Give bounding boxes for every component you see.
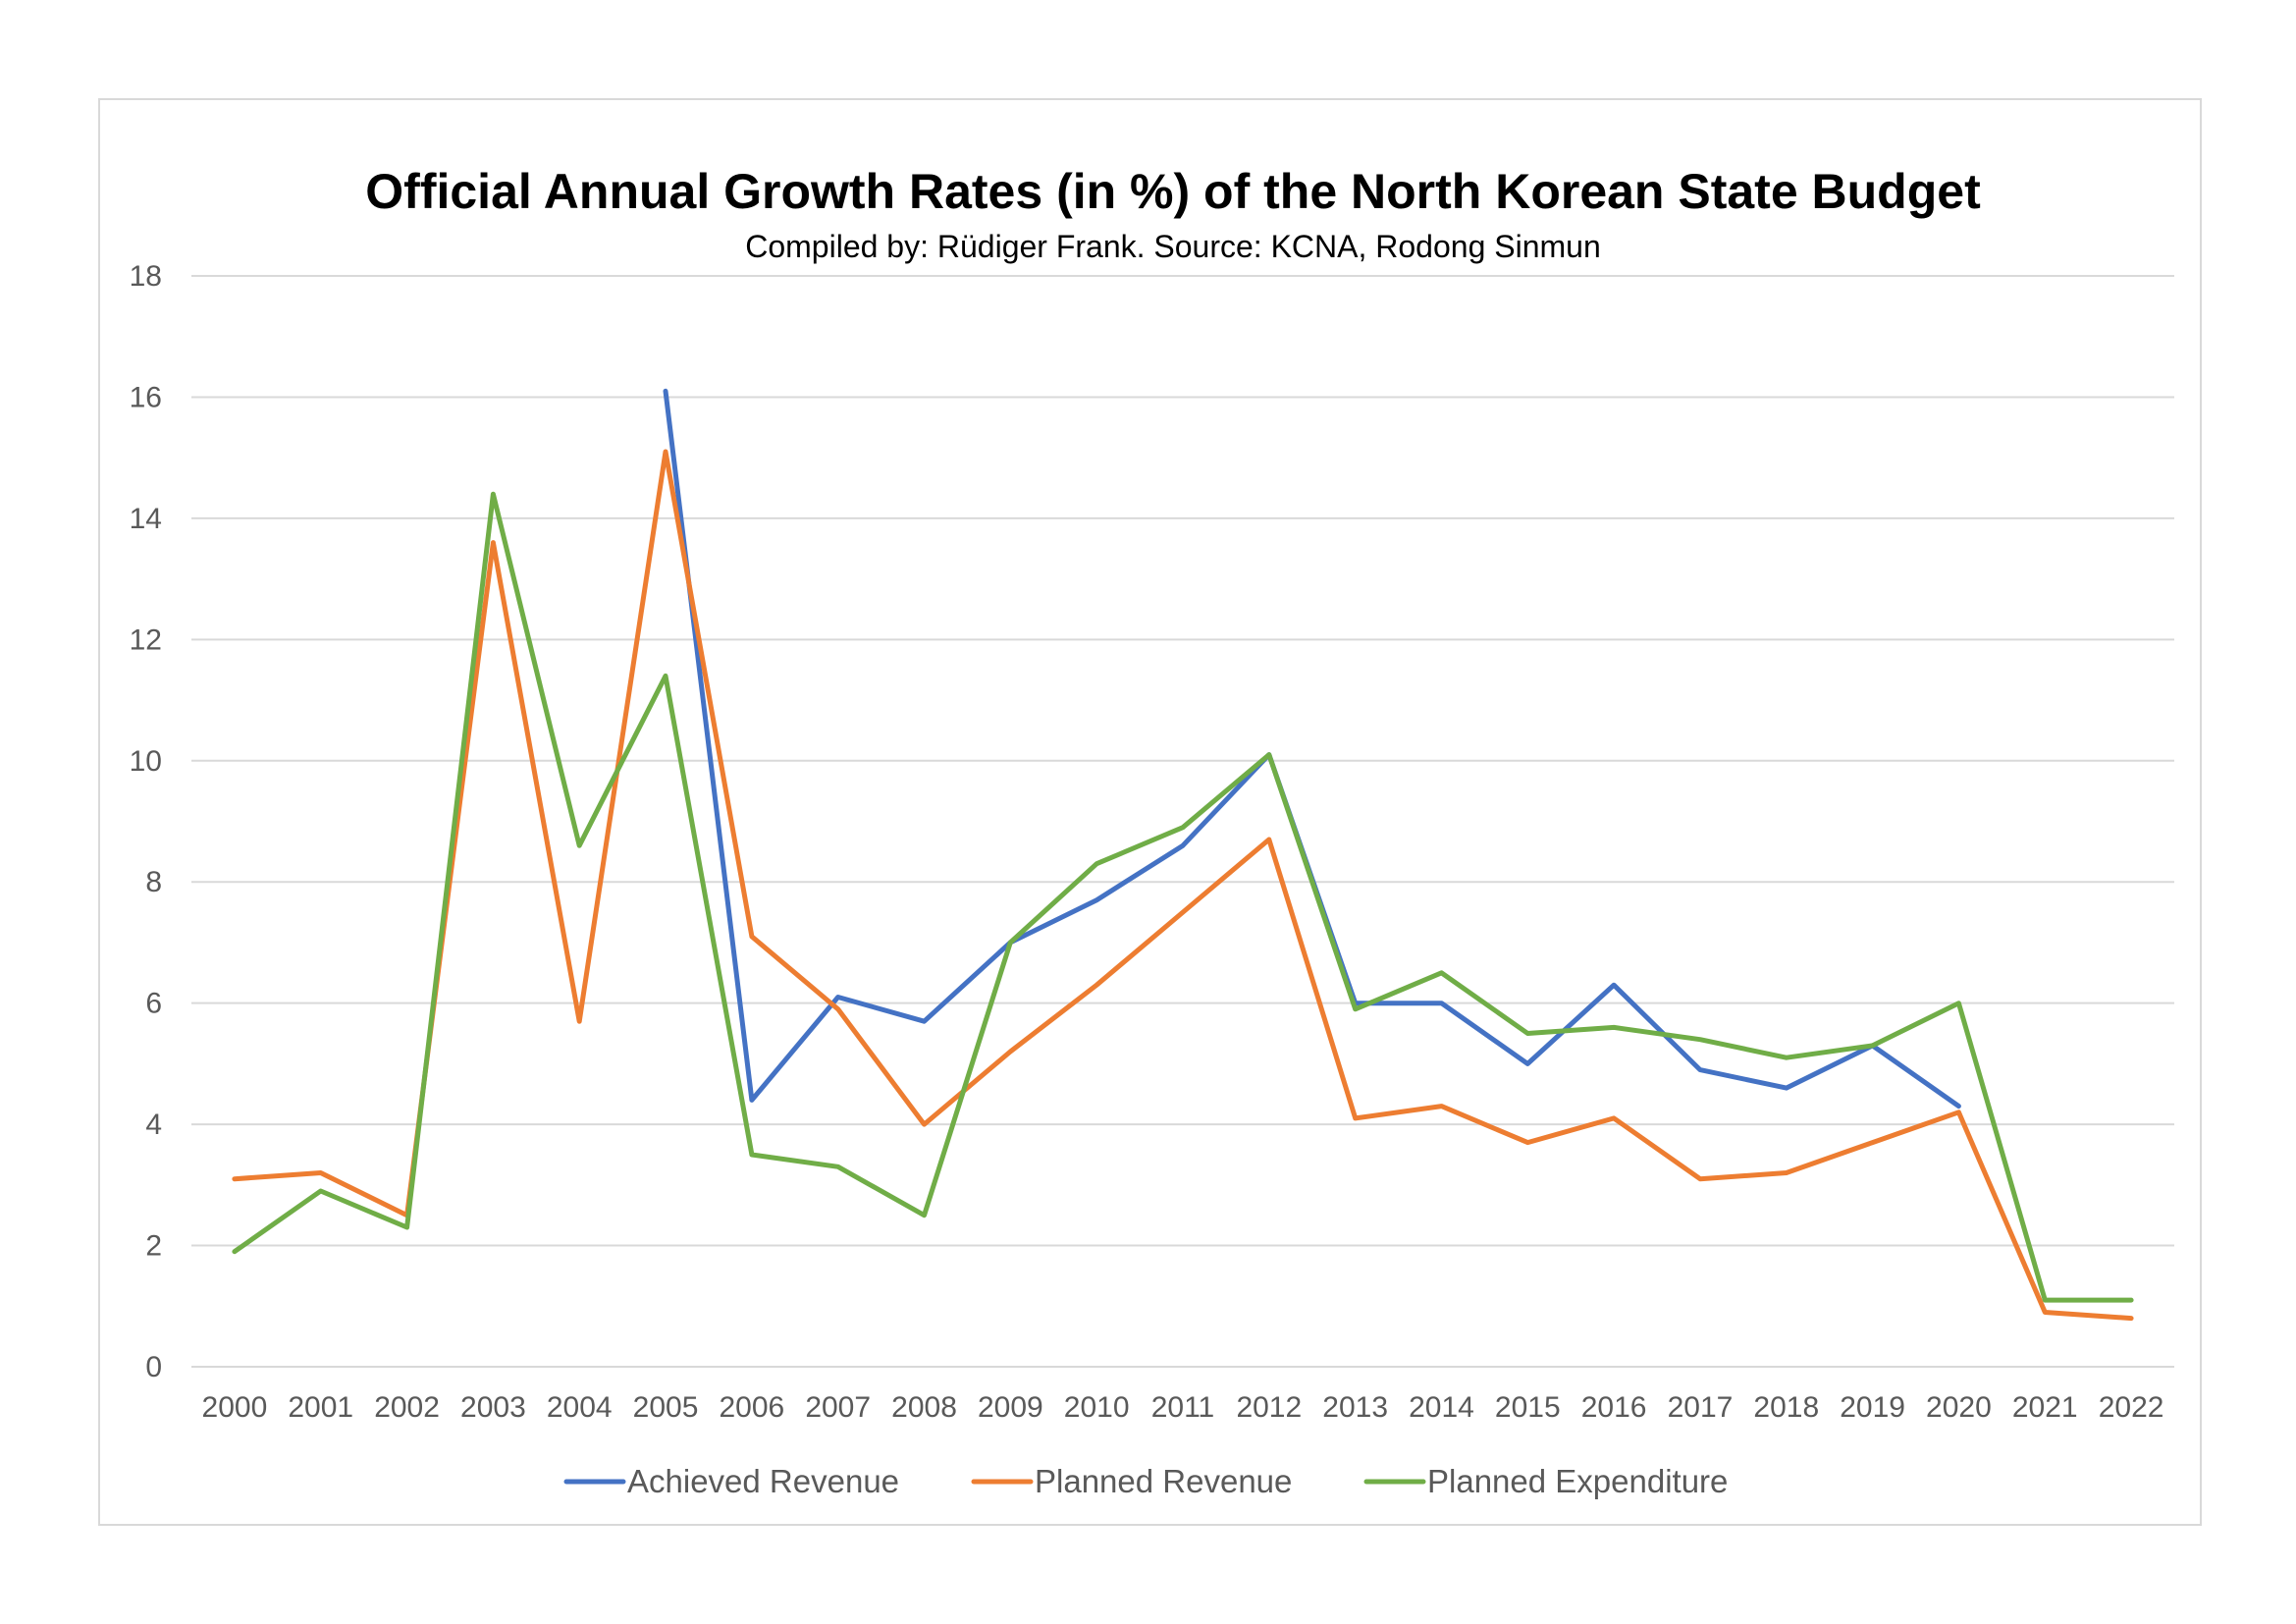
chart-subtitle: Compiled by: Rüdiger Frank. Source: KCNA… — [745, 229, 1601, 264]
y-tick-label: 2 — [145, 1230, 162, 1263]
y-tick-label: 16 — [130, 381, 162, 413]
y-tick-label: 12 — [130, 623, 162, 656]
y-tick-label: 8 — [145, 866, 162, 898]
x-tick-label: 2014 — [1409, 1391, 1474, 1424]
legend-label-planned-expenditure: Planned Expenditure — [1427, 1463, 1728, 1499]
legend-label-planned-revenue: Planned Revenue — [1035, 1463, 1292, 1499]
y-tick-label: 6 — [145, 988, 162, 1020]
series-line-achieved-revenue — [663, 388, 1961, 1110]
x-tick-label: 2017 — [1668, 1391, 1734, 1424]
gridlines — [191, 275, 2174, 1368]
y-axis-ticks: 0 2 4 6 8 10 12 14 16 18 — [130, 260, 162, 1383]
x-axis-ticks: 2000 2001 2002 2003 2004 2005 2006 2007 2008 2009… — [202, 1391, 2164, 1424]
x-tick-label: 2005 — [633, 1391, 699, 1424]
legend-label-achieved-revenue: Achieved Revenue — [627, 1463, 899, 1499]
x-tick-label: 2013 — [1322, 1391, 1388, 1424]
chart-frame: Official Annual Growth Rates (in %) of t… — [98, 98, 2202, 1526]
y-tick-label: 10 — [130, 745, 162, 778]
y-tick-label: 14 — [130, 503, 162, 535]
line-chart: Official Annual Growth Rates (in %) of t… — [130, 164, 2174, 1499]
x-tick-label: 2011 — [1151, 1391, 1215, 1424]
x-tick-label: 2015 — [1495, 1391, 1561, 1424]
x-tick-label: 2004 — [547, 1391, 613, 1424]
x-tick-label: 2006 — [719, 1391, 784, 1424]
x-tick-label: 2000 — [202, 1391, 268, 1424]
series-line-planned-revenue — [232, 449, 2134, 1322]
y-tick-label: 0 — [145, 1351, 162, 1383]
chart-title: Official Annual Growth Rates (in %) of t… — [365, 164, 1981, 219]
x-tick-label: 2008 — [891, 1391, 957, 1424]
x-tick-label: 2020 — [1926, 1391, 1992, 1424]
x-tick-label: 2007 — [805, 1391, 871, 1424]
series-line-planned-expenditure — [232, 491, 2134, 1303]
legend: Achieved Revenue Planned Revenue Planned E… — [563, 1463, 1728, 1499]
x-tick-label: 2002 — [374, 1391, 440, 1424]
x-tick-label: 2009 — [978, 1391, 1043, 1424]
x-tick-label: 2012 — [1236, 1391, 1302, 1424]
x-tick-label: 2018 — [1753, 1391, 1819, 1424]
series-lines — [232, 388, 2134, 1322]
y-tick-label: 4 — [145, 1109, 162, 1141]
x-tick-label: 2010 — [1064, 1391, 1130, 1424]
x-tick-label: 2022 — [2099, 1391, 2164, 1424]
x-tick-label: 2019 — [1840, 1391, 1905, 1424]
x-tick-label: 2003 — [460, 1391, 526, 1424]
x-tick-label: 2021 — [2012, 1391, 2078, 1424]
x-tick-label: 2016 — [1581, 1391, 1647, 1424]
x-tick-label: 2001 — [288, 1391, 353, 1424]
y-tick-label: 18 — [130, 260, 162, 293]
